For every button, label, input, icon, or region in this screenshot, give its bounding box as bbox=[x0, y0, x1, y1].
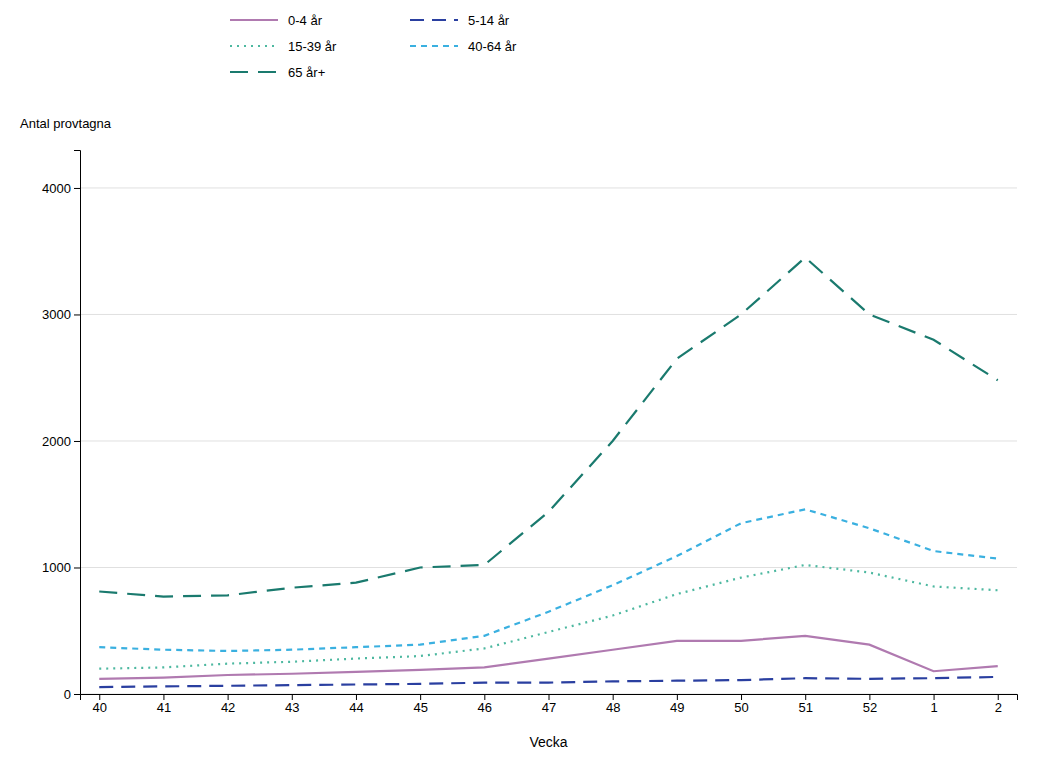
x-tick: 40 bbox=[93, 694, 107, 715]
y-tick-label: 2000 bbox=[42, 434, 71, 449]
x-tick-mark bbox=[163, 694, 164, 700]
x-tick-label: 52 bbox=[863, 700, 877, 715]
plot-area: 40 41 42 43 44 45 46 47 48 49 50 51 52 1 2 0 1000 2000 300… bbox=[42, 151, 1017, 716]
x-tick: 52 bbox=[863, 694, 877, 715]
grid-line bbox=[80, 440, 1017, 441]
x-tick-label: 42 bbox=[221, 700, 235, 715]
x-axis-line bbox=[81, 695, 1018, 701]
grid-line bbox=[80, 187, 1017, 188]
x-axis: 40 41 42 43 44 45 46 47 48 49 50 51 52 1 2 bbox=[81, 694, 1018, 715]
series-line bbox=[99, 258, 997, 597]
x-tick-label: 44 bbox=[349, 700, 363, 715]
y-axis-title: Antal provtagna bbox=[20, 116, 112, 131]
x-tick-mark bbox=[484, 694, 485, 700]
x-tick-label: 48 bbox=[606, 700, 620, 715]
grid-line bbox=[80, 567, 1017, 568]
y-tick-label: 4000 bbox=[42, 181, 71, 196]
legend-item: 40-64 år bbox=[410, 39, 517, 54]
x-tick: 43 bbox=[285, 694, 299, 715]
x-tick-mark bbox=[613, 694, 614, 700]
grid bbox=[80, 188, 1017, 694]
legend: 0-4 år 5-14 år 15-39 år 40-64 år 65 år+ bbox=[230, 13, 517, 80]
legend-label: 65 år+ bbox=[288, 65, 325, 80]
x-tick-label: 47 bbox=[542, 700, 556, 715]
y-tick-mark bbox=[74, 314, 80, 315]
x-tick-mark bbox=[677, 694, 678, 700]
x-tick-mark bbox=[99, 694, 100, 700]
y-tick-mark bbox=[74, 188, 80, 189]
x-tick-mark bbox=[549, 694, 550, 700]
series-line bbox=[99, 636, 997, 679]
y-tick: 2000 bbox=[42, 434, 80, 449]
x-tick-mark bbox=[356, 694, 357, 700]
legend-swatch bbox=[230, 71, 278, 73]
y-tick-label: 1000 bbox=[42, 560, 71, 575]
legend-label: 5-14 år bbox=[468, 13, 510, 28]
legend-label: 40-64 år bbox=[468, 39, 517, 54]
x-tick: 2 bbox=[995, 694, 1002, 715]
legend-swatch bbox=[230, 19, 278, 21]
y-axis-line bbox=[74, 151, 81, 695]
y-tick-mark bbox=[74, 441, 80, 442]
x-tick-label: 43 bbox=[285, 700, 299, 715]
x-tick: 50 bbox=[734, 694, 748, 715]
grid-line bbox=[80, 314, 1017, 315]
legend-swatch bbox=[230, 45, 278, 47]
x-tick: 51 bbox=[798, 694, 812, 715]
y-tick: 3000 bbox=[42, 307, 80, 322]
x-tick-label: 40 bbox=[93, 700, 107, 715]
legend-item: 0-4 år bbox=[230, 13, 323, 28]
legend-swatch bbox=[410, 19, 458, 21]
x-tick: 41 bbox=[157, 694, 171, 715]
series-line bbox=[99, 565, 997, 669]
x-tick-label: 51 bbox=[798, 700, 812, 715]
x-tick-mark bbox=[228, 694, 229, 700]
x-tick-label: 1 bbox=[930, 700, 937, 715]
x-tick-label: 50 bbox=[734, 700, 748, 715]
y-tick-mark bbox=[74, 567, 80, 568]
y-axis: 0 1000 2000 3000 4000 bbox=[42, 151, 80, 702]
x-tick-label: 2 bbox=[995, 700, 1002, 715]
legend-item: 5-14 år bbox=[410, 13, 510, 28]
x-tick-mark bbox=[805, 694, 806, 700]
x-tick: 1 bbox=[930, 694, 937, 715]
x-tick-mark bbox=[420, 694, 421, 700]
x-tick-mark bbox=[934, 694, 935, 700]
x-tick: 49 bbox=[670, 694, 684, 715]
x-tick: 45 bbox=[413, 694, 427, 715]
x-tick-label: 49 bbox=[670, 700, 684, 715]
series-line bbox=[99, 509, 997, 651]
y-tick-mark bbox=[74, 694, 80, 695]
chart: 40 41 42 43 44 45 46 47 48 49 50 51 52 1 2 0 1000 2000 300… bbox=[0, 0, 1057, 769]
x-tick-mark bbox=[998, 694, 999, 700]
x-axis-title: Vecka bbox=[529, 734, 567, 750]
x-tick-mark bbox=[869, 694, 870, 700]
x-tick-mark bbox=[741, 694, 742, 700]
x-tick: 46 bbox=[478, 694, 492, 715]
lines bbox=[99, 258, 997, 688]
x-tick: 47 bbox=[542, 694, 556, 715]
y-tick: 0 bbox=[64, 687, 80, 702]
y-tick-label: 0 bbox=[64, 687, 71, 702]
x-tick: 42 bbox=[221, 694, 235, 715]
legend-item: 15-39 år bbox=[230, 39, 337, 54]
legend-label: 0-4 år bbox=[288, 13, 323, 28]
legend-item: 65 år+ bbox=[230, 65, 325, 80]
legend-swatch bbox=[410, 45, 458, 47]
x-tick: 48 bbox=[606, 694, 620, 715]
x-tick-mark bbox=[292, 694, 293, 700]
y-tick: 4000 bbox=[42, 181, 80, 196]
y-tick: 1000 bbox=[42, 560, 80, 575]
x-tick-label: 45 bbox=[413, 700, 427, 715]
legend-label: 15-39 år bbox=[288, 39, 337, 54]
y-tick-label: 3000 bbox=[42, 307, 71, 322]
series-line bbox=[99, 677, 997, 687]
x-tick-label: 41 bbox=[157, 700, 171, 715]
x-tick: 44 bbox=[349, 694, 363, 715]
x-tick-label: 46 bbox=[478, 700, 492, 715]
